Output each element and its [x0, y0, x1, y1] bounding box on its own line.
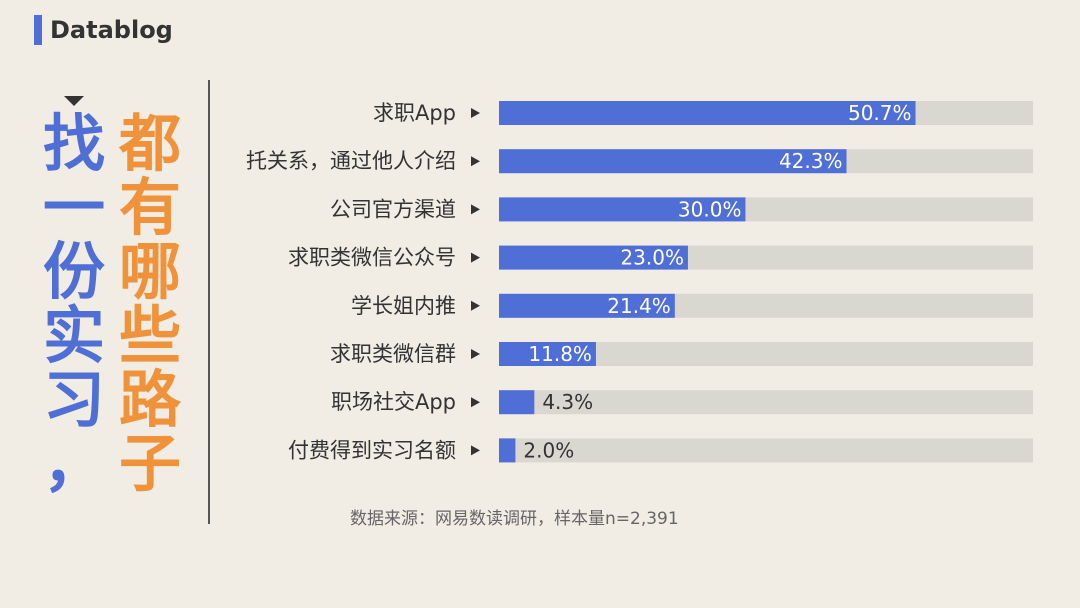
category-label: 付费得到实习名额: [288, 438, 456, 462]
bar-track: [499, 390, 1033, 415]
title-char: 实: [42, 299, 105, 372]
play-triangle-icon: [471, 108, 480, 118]
category-label: 职场社交App: [331, 390, 456, 414]
title-line-2: 都 有 哪 些 路 子: [114, 112, 186, 496]
brand-name: Datablog: [50, 16, 173, 44]
title-char: 都: [118, 107, 181, 180]
title-char: 些: [118, 299, 181, 372]
triangle-marker-icon: [64, 96, 84, 106]
title-char: 习: [42, 363, 105, 436]
value-label: 42.3%: [779, 149, 843, 173]
value-label: 23.0%: [620, 246, 684, 270]
value-label: 30.0%: [678, 197, 742, 221]
bar: [499, 149, 847, 174]
bar: [499, 390, 535, 415]
bar: [499, 293, 675, 318]
title-char: ，: [42, 427, 105, 500]
play-triangle-icon: [471, 445, 480, 456]
title-char: 哪: [118, 235, 181, 308]
bar: [499, 342, 596, 366]
category-label: 学长姐内推: [351, 294, 456, 318]
value-label: 50.7%: [848, 101, 912, 125]
bar: [499, 438, 516, 463]
play-triangle-icon: [471, 252, 480, 263]
play-triangle-icon: [471, 156, 480, 167]
value-label: 2.0%: [523, 438, 574, 462]
category-label: 求职App: [373, 101, 456, 125]
bar: [499, 197, 746, 222]
category-label: 托关系，通过他人介绍: [246, 149, 456, 173]
value-label: 4.3%: [542, 390, 593, 414]
play-triangle-icon: [471, 349, 480, 359]
category-label: 求职类微信公众号: [288, 246, 456, 270]
category-label: 公司官方渠道: [330, 197, 456, 221]
value-label: 21.4%: [607, 294, 671, 318]
category-label: 求职类微信群: [330, 342, 456, 366]
play-triangle-icon: [471, 397, 480, 408]
title-char: 份: [42, 235, 105, 308]
value-label: 11.8%: [528, 342, 592, 366]
bar-track: [499, 438, 1033, 463]
bar: [499, 101, 916, 125]
title-char: 一: [42, 171, 105, 244]
title-char: 子: [118, 427, 181, 500]
title-line-1: 找 一 份 实 习 ，: [38, 112, 110, 496]
divider-line: [208, 80, 210, 524]
bar: [499, 245, 688, 270]
play-triangle-icon: [471, 300, 480, 311]
brand-accent-bar: [34, 15, 42, 45]
title-char: 路: [118, 363, 181, 436]
play-triangle-icon: [471, 204, 480, 215]
title-char: 有: [118, 171, 181, 244]
title-char: 找: [42, 107, 105, 180]
brand: Datablog: [34, 14, 173, 46]
source-note: 数据来源：网易数读调研，样本量n=2,391: [350, 509, 679, 529]
